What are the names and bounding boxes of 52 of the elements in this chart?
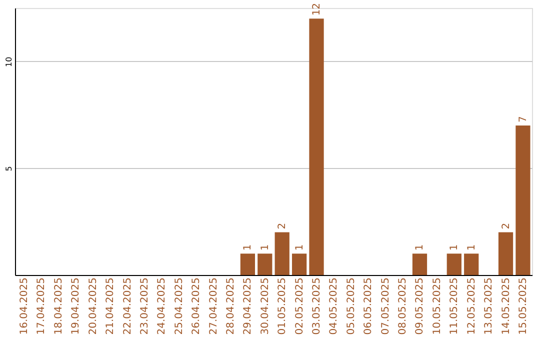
data-label: 1 [294,244,306,251]
x-tick-label: 24.04.2025 [156,278,168,335]
data-label: 1 [414,244,426,251]
bar [292,254,307,275]
y-tick-label: 10 [4,56,14,67]
x-tick-label: 02.05.2025 [294,278,306,335]
data-label: 2 [277,222,288,230]
x-tick-label: 23.04.2025 [139,278,150,335]
x-tick-label: 27.04.2025 [208,278,220,335]
x-tick-label: 06.05.2025 [363,278,374,335]
x-tick-label: 11.05.2025 [449,278,460,335]
x-tick-label: 22.04.2025 [122,278,134,335]
x-tick-label: 10.05.2025 [432,278,443,335]
x-tick-label: 20.04.2025 [88,278,99,335]
x-tick-label: 13.05.2025 [484,278,495,335]
x-tick-label: 04.05.2025 [328,278,340,335]
x-tick-label: 21.04.2025 [105,278,116,335]
x-tick-label: 25.04.2025 [174,278,185,335]
x-tick-label: 12.05.2025 [466,278,478,335]
x-tick-label: 14.05.2025 [500,278,512,335]
data-label: 1 [466,244,478,251]
x-tick-label: 15.05.2025 [518,278,529,335]
x-tick-label: 28.04.2025 [225,278,236,335]
data-label: 2 [500,222,512,230]
x-tick-label: 26.04.2025 [191,278,202,335]
x-tick-label: 16.04.2025 [19,278,30,335]
x-tick-label: 29.04.2025 [242,278,254,335]
x-tick-label: 17.04.2025 [36,278,48,335]
data-label: 1 [260,244,271,251]
x-tick-label: 08.05.2025 [398,278,409,335]
bar [516,125,530,275]
y-tick-label: 5 [4,166,14,172]
bar [464,254,479,275]
data-label: 1 [449,244,460,251]
bar [498,232,514,275]
bar [446,254,462,275]
x-tick-label: 30.04.2025 [260,278,271,335]
bar [258,254,272,275]
bar [240,254,256,275]
data-label: 1 [242,244,254,251]
bar [274,232,290,275]
data-label: 7 [518,116,529,122]
x-tick-label: 01.05.2025 [277,278,288,335]
x-tick-label: 07.05.2025 [380,278,392,335]
x-tick-label: 09.05.2025 [414,278,426,335]
bar [309,18,324,275]
data-label: 12 [312,2,323,16]
x-tick-label: 19.04.2025 [70,278,82,335]
x-tick-label: 03.05.2025 [312,278,323,335]
bar [412,254,428,275]
x-tick-label: 18.04.2025 [53,278,64,335]
x-tick-label: 05.05.2025 [346,278,357,335]
